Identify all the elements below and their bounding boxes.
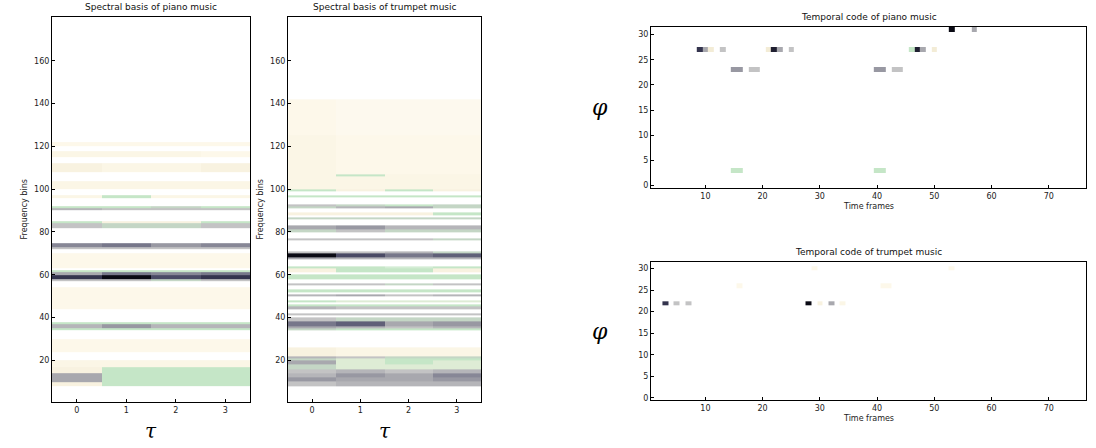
svg-text:50: 50 [929, 404, 939, 413]
svg-text:20: 20 [758, 192, 768, 201]
svg-text:5: 5 [643, 372, 648, 381]
svg-text:Temporal code of trumpet music: Temporal code of trumpet music [795, 247, 942, 257]
svg-text:Time frames: Time frames [843, 202, 894, 211]
svg-text:70: 70 [1044, 404, 1054, 413]
svg-text:25: 25 [638, 56, 648, 65]
svg-text:160: 160 [34, 57, 49, 66]
svg-text:Temporal code of piano music: Temporal code of piano music [801, 12, 937, 22]
svg-text:15: 15 [638, 106, 648, 115]
svg-text:τ: τ [145, 419, 157, 443]
svg-text:0: 0 [74, 406, 79, 415]
svg-text:1: 1 [124, 406, 129, 415]
svg-text:10: 10 [700, 404, 710, 413]
svg-text:120: 120 [270, 142, 285, 151]
svg-text:70: 70 [1044, 192, 1054, 201]
svg-text:80: 80 [39, 228, 49, 237]
svg-text:Frequency bins: Frequency bins [256, 179, 265, 239]
svg-text:20: 20 [275, 356, 285, 365]
svg-text:φ: φ [592, 319, 608, 344]
svg-text:60: 60 [986, 192, 996, 201]
svg-text:τ: τ [379, 419, 391, 443]
svg-text:120: 120 [34, 142, 49, 151]
svg-text:40: 40 [39, 313, 49, 322]
svg-text:140: 140 [34, 99, 49, 108]
svg-text:40: 40 [275, 313, 285, 322]
svg-text:20: 20 [638, 81, 648, 90]
svg-text:Time frames: Time frames [843, 414, 894, 423]
svg-text:160: 160 [270, 57, 285, 66]
svg-text:30: 30 [638, 30, 648, 39]
svg-text:Spectral basis of piano music: Spectral basis of piano music [85, 2, 217, 12]
svg-text:30: 30 [815, 192, 825, 201]
svg-text:20: 20 [39, 356, 49, 365]
svg-text:60: 60 [986, 404, 996, 413]
svg-text:30: 30 [638, 264, 648, 273]
svg-text:50: 50 [929, 192, 939, 201]
svg-text:5: 5 [643, 156, 648, 165]
svg-text:φ: φ [592, 95, 608, 120]
svg-text:3: 3 [223, 406, 228, 415]
svg-text:40: 40 [872, 404, 882, 413]
svg-text:20: 20 [758, 404, 768, 413]
svg-text:60: 60 [275, 271, 285, 280]
svg-text:1: 1 [358, 406, 363, 415]
svg-text:15: 15 [638, 329, 648, 338]
svg-text:10: 10 [700, 192, 710, 201]
svg-text:2: 2 [406, 406, 411, 415]
svg-text:30: 30 [815, 404, 825, 413]
svg-text:0: 0 [643, 181, 648, 190]
svg-text:0: 0 [643, 394, 648, 403]
svg-text:40: 40 [872, 192, 882, 201]
svg-text:20: 20 [638, 307, 648, 316]
svg-text:80: 80 [275, 228, 285, 237]
svg-text:25: 25 [638, 286, 648, 295]
svg-text:100: 100 [270, 185, 285, 194]
svg-text:Spectral basis of trumpet musi: Spectral basis of trumpet music [313, 2, 457, 12]
svg-text:10: 10 [638, 351, 648, 360]
svg-text:140: 140 [270, 99, 285, 108]
svg-text:Frequency bins: Frequency bins [20, 179, 29, 239]
svg-text:10: 10 [638, 131, 648, 140]
svg-text:100: 100 [34, 185, 49, 194]
svg-text:3: 3 [454, 406, 459, 415]
svg-text:0: 0 [310, 406, 315, 415]
svg-text:2: 2 [173, 406, 178, 415]
svg-text:60: 60 [39, 271, 49, 280]
